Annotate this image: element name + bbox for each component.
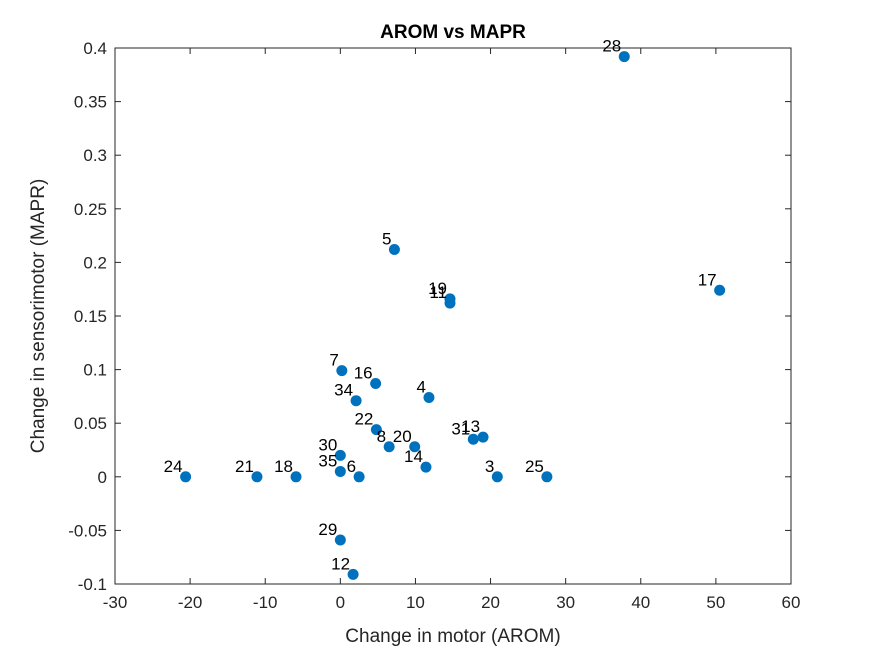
data-point <box>420 461 432 473</box>
point-label: 18 <box>274 457 293 476</box>
data-point <box>370 424 382 436</box>
x-tick-label: 60 <box>782 593 801 612</box>
y-tick-label: 0.35 <box>74 93 107 112</box>
point-label: 7 <box>329 351 338 370</box>
point-label: 5 <box>382 230 391 249</box>
point-label: 24 <box>164 457 183 476</box>
x-tick-label: -30 <box>103 593 128 612</box>
data-point <box>383 441 395 453</box>
point-label: 20 <box>393 427 412 446</box>
point-label: 25 <box>525 457 544 476</box>
point-label: 8 <box>377 427 386 446</box>
x-tick-label: 50 <box>706 593 725 612</box>
point-label: 3 <box>485 457 494 476</box>
x-tick-label: 10 <box>406 593 425 612</box>
x-axis-label: Change in motor (AROM) <box>345 626 560 647</box>
data-point <box>388 244 400 256</box>
y-tick-label: -0.05 <box>68 521 107 540</box>
data-point <box>541 471 553 483</box>
data-point <box>370 378 382 390</box>
y-axis-label: Change in sensorimotor (MAPR) <box>28 179 49 454</box>
data-point <box>423 391 435 403</box>
y-tick-label: 0.15 <box>74 307 107 326</box>
point-label: 21 <box>235 457 254 476</box>
point-label: 6 <box>347 457 356 476</box>
y-tick-label: 0.25 <box>74 200 107 219</box>
point-label: 19 <box>428 279 447 298</box>
data-point <box>251 471 263 483</box>
point-label: 35 <box>318 451 337 470</box>
y-axis-ticks: -0.1 -0.05 0 0.05 0.1 0.15 0.2 0.25 0.3 0.35 0.4 <box>68 39 791 594</box>
point-label: 11 <box>429 283 447 302</box>
chart-title: AROM vs MAPR <box>380 22 526 43</box>
data-point <box>350 395 362 407</box>
data-points <box>180 51 726 580</box>
axes-box <box>114 47 792 585</box>
point-label: 13 <box>461 417 480 436</box>
point-label: 17 <box>698 270 717 289</box>
point-label: 16 <box>354 364 373 383</box>
point-label: 4 <box>416 377 425 396</box>
point-label: 34 <box>334 381 353 400</box>
y-tick-label: 0 <box>98 468 107 487</box>
point-label: 22 <box>354 410 373 429</box>
y-tick-label: 0.3 <box>83 146 107 165</box>
y-tick-label: 0.4 <box>83 39 107 58</box>
point-label: 29 <box>318 520 337 539</box>
data-point <box>336 365 348 377</box>
data-point <box>477 431 489 443</box>
x-tick-label: 20 <box>481 593 500 612</box>
data-point <box>618 51 630 63</box>
x-tick-label: -10 <box>253 593 278 612</box>
data-point <box>334 449 346 461</box>
point-label: 14 <box>404 447 423 466</box>
point-label: 31 <box>451 419 470 438</box>
point-label: 12 <box>331 554 350 573</box>
data-point <box>347 568 359 580</box>
point-label: 28 <box>602 37 621 56</box>
y-tick-label: -0.1 <box>78 575 107 594</box>
x-tick-label: 30 <box>556 593 575 612</box>
data-point <box>444 297 456 309</box>
x-tick-label: -20 <box>178 593 203 612</box>
y-tick-label: 0.05 <box>74 414 107 433</box>
data-point <box>491 471 503 483</box>
data-point <box>180 471 192 483</box>
data-point <box>714 284 726 296</box>
plot-area <box>114 47 792 585</box>
y-tick-label: 0.2 <box>83 253 107 272</box>
data-point <box>353 471 365 483</box>
data-point <box>467 433 479 445</box>
x-tick-label: 0 <box>336 593 345 612</box>
data-point <box>290 471 302 483</box>
point-label: 30 <box>318 435 337 454</box>
data-point <box>334 465 346 477</box>
data-point <box>334 534 346 546</box>
y-tick-label: 0.1 <box>83 361 107 380</box>
x-tick-label: 40 <box>631 593 650 612</box>
data-point <box>409 441 421 453</box>
x-axis-ticks: -30 -20 -10 0 10 20 30 40 50 60 <box>103 48 801 612</box>
